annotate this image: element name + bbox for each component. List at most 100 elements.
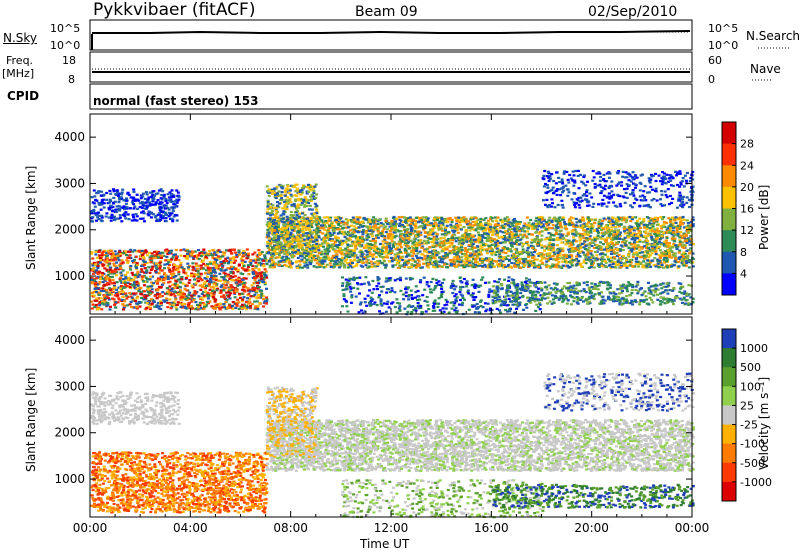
echo-cell — [105, 251, 109, 254]
echo-cell — [142, 298, 146, 301]
echo-cell — [369, 260, 373, 263]
echo-cell — [140, 211, 144, 214]
echo-cell — [183, 288, 187, 291]
echo-cell — [371, 235, 374, 238]
echo-cell — [157, 189, 161, 192]
echo-cell — [183, 255, 187, 258]
echo-cell — [265, 276, 269, 279]
echo-cell — [148, 204, 152, 207]
echo-cell — [536, 236, 539, 239]
echo-cell — [125, 259, 129, 262]
echo-cell — [184, 306, 187, 309]
echo-cell — [222, 260, 226, 263]
echo-cell — [131, 213, 135, 216]
freq-label: Freq. — [6, 54, 34, 67]
echo-cell — [199, 264, 203, 267]
echo-cell — [135, 193, 139, 196]
echo-cell — [651, 223, 655, 226]
echo-cell — [180, 276, 184, 279]
echo-cell — [179, 292, 183, 295]
echo-cell — [95, 256, 99, 259]
echo-cell — [480, 261, 484, 264]
echo-cell — [201, 284, 205, 287]
echo-cell — [145, 302, 149, 305]
echo-cell — [531, 246, 535, 249]
echo-cell — [561, 250, 565, 253]
echo-cell — [123, 279, 127, 282]
echo-cell — [95, 299, 99, 302]
echo-cell — [559, 238, 563, 241]
echo-cell — [188, 306, 192, 309]
echo-cell — [247, 269, 251, 272]
echo-cell — [93, 271, 97, 274]
echo-cell — [163, 292, 167, 295]
echo-cell — [551, 224, 555, 227]
echo-cell — [253, 287, 257, 290]
echo-cell — [163, 267, 166, 270]
echo-cell — [96, 287, 100, 290]
echo-cell — [157, 285, 161, 288]
echo-cell — [471, 242, 475, 245]
echo-cell — [624, 221, 628, 224]
echo-cell — [253, 279, 257, 282]
echo-cell — [228, 289, 232, 292]
echo-cell — [120, 281, 124, 284]
echo-cell — [220, 284, 224, 287]
echo-cell — [135, 287, 139, 290]
echo-cell — [297, 233, 301, 236]
echo-cell — [260, 292, 264, 296]
echo-cell — [135, 215, 139, 218]
cpid-panel-frame — [89, 83, 693, 110]
echo-cell — [216, 279, 220, 282]
echo-cell — [206, 297, 210, 300]
echo-cell — [176, 283, 180, 286]
echo-cell — [361, 228, 365, 232]
echo-cell — [178, 289, 182, 292]
echo-cell — [159, 275, 163, 278]
echo-cell — [485, 252, 489, 255]
echo-cell — [533, 250, 537, 254]
echo-cell — [162, 205, 166, 208]
echo-cell — [194, 264, 198, 267]
echo-cell — [329, 265, 333, 268]
echo-cell — [165, 262, 169, 266]
echo-cell — [102, 202, 106, 205]
echo-cell — [158, 300, 162, 303]
echo-cell — [540, 234, 544, 237]
echo-cell — [231, 301, 235, 304]
echo-cell — [207, 252, 211, 255]
echo-cell — [158, 265, 162, 268]
echo-cell — [227, 273, 230, 276]
echo-cell — [257, 296, 261, 299]
echo-cell — [136, 295, 140, 298]
echo-cell — [172, 303, 176, 306]
echo-cell — [101, 264, 105, 268]
echo-cell — [108, 198, 112, 201]
echo-cell — [145, 306, 149, 309]
echo-cell — [95, 277, 99, 280]
echo-cell — [146, 285, 150, 288]
echo-cell — [224, 278, 227, 282]
echo-cell — [415, 242, 419, 245]
echo-cell — [206, 291, 210, 294]
echo-cell — [156, 250, 160, 254]
echo-cell — [450, 218, 454, 221]
echo-cell — [106, 296, 110, 300]
echo-cell — [162, 272, 166, 275]
echo-cell — [168, 298, 172, 301]
echo-cell — [227, 291, 231, 294]
echo-cell — [485, 248, 489, 251]
echo-cell — [248, 260, 252, 263]
echo-cell — [140, 270, 144, 273]
echo-cell — [587, 256, 591, 259]
nsky-tick-top: 10^5 — [50, 22, 81, 35]
echo-cell — [220, 306, 224, 309]
echo-cell — [130, 271, 134, 274]
echo-cell — [192, 293, 196, 296]
echo-cell — [186, 249, 190, 252]
echo-cell — [197, 275, 201, 278]
echo-cell — [166, 301, 170, 304]
echo-cell — [508, 228, 511, 231]
echo-cell — [222, 286, 226, 290]
echo-cell — [154, 214, 158, 218]
